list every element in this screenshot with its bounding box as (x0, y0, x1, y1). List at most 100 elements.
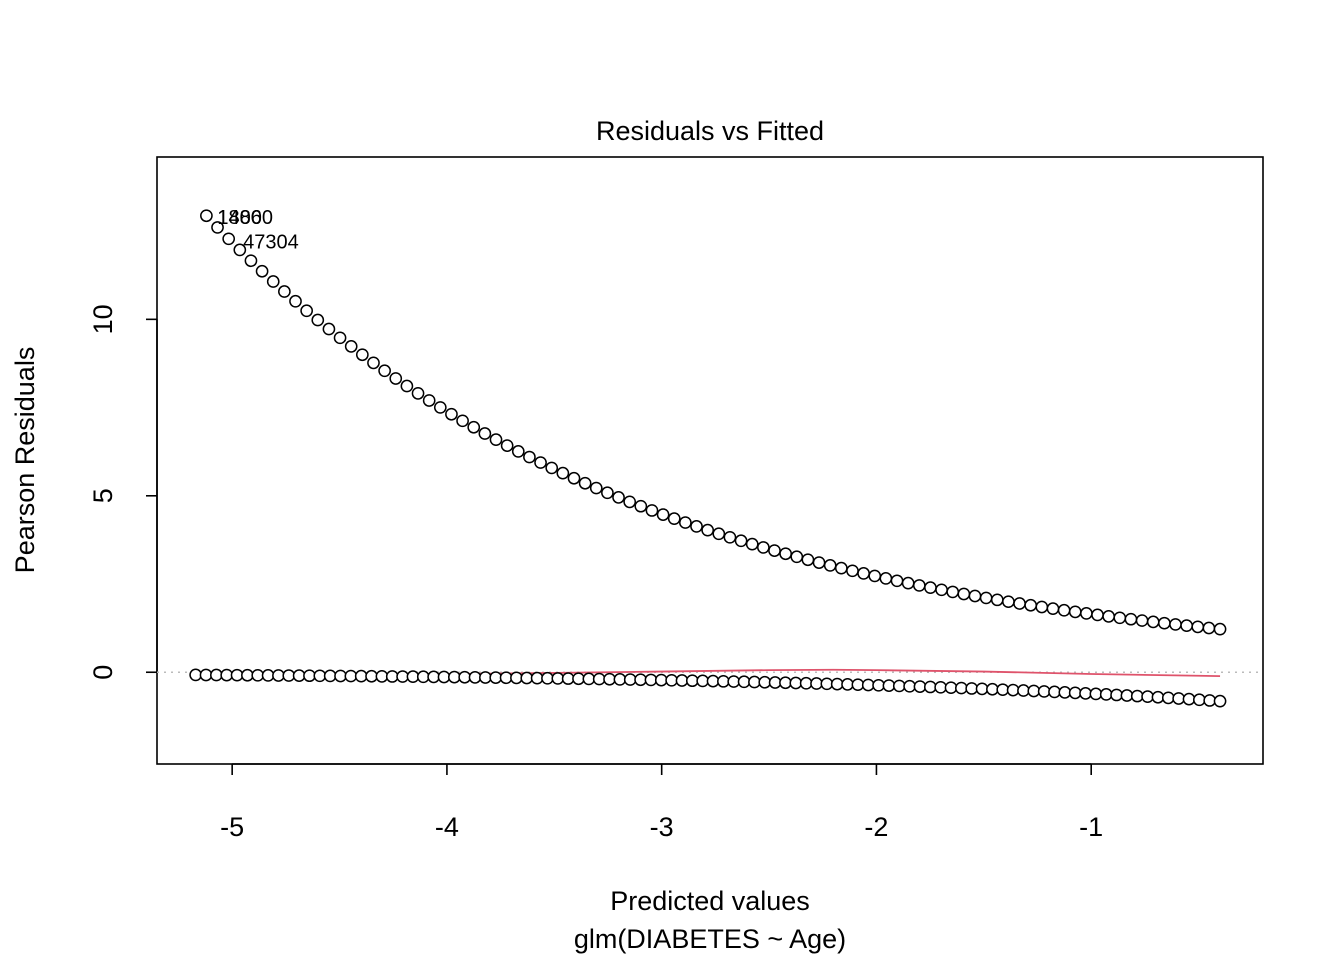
data-point (545, 461, 559, 475)
data-point (890, 574, 904, 588)
data-point (1193, 693, 1206, 707)
data-point (1006, 683, 1020, 697)
data-point (266, 275, 280, 288)
data-point (758, 675, 772, 689)
data-point (812, 556, 826, 569)
data-point (748, 675, 761, 689)
data-point (706, 674, 720, 688)
data-point (400, 379, 414, 393)
y-tick-label: 5 (88, 488, 118, 503)
data-point (445, 407, 458, 421)
data-point (355, 348, 369, 362)
data-point (685, 674, 699, 688)
data-point (789, 676, 803, 690)
data-point (613, 673, 627, 686)
data-point (779, 676, 792, 690)
data-point (233, 243, 247, 257)
data-point (389, 372, 403, 385)
data-point (313, 669, 327, 683)
data-point (468, 670, 482, 684)
data-point (679, 516, 692, 529)
data-point (322, 322, 336, 336)
data-point (823, 559, 837, 572)
data-point (934, 680, 948, 694)
data-point (458, 670, 472, 684)
data-point (601, 486, 614, 500)
data-point (701, 523, 715, 537)
data-point (737, 675, 751, 689)
data-point (603, 672, 616, 686)
data-point (199, 668, 213, 682)
data-point (1046, 602, 1060, 615)
data-point (572, 672, 585, 686)
data-point (756, 541, 770, 554)
data-point (1068, 605, 1082, 619)
data-point (1161, 691, 1175, 705)
data-point (1124, 612, 1138, 626)
data-point (1158, 616, 1171, 630)
data-point (913, 680, 927, 693)
data-point (851, 678, 865, 692)
data-point (200, 209, 213, 223)
data-point (820, 677, 834, 691)
data-point (935, 583, 948, 597)
data-point (892, 679, 906, 693)
data-point (656, 508, 670, 521)
data-point (530, 671, 544, 685)
x-tick-label: -3 (650, 812, 674, 842)
data-point (882, 679, 896, 692)
data-point (582, 672, 596, 686)
data-point (690, 520, 703, 533)
data-point (523, 450, 536, 464)
x-axis-label-formula: glm(DIABETES ~ Age) (574, 924, 846, 954)
data-point (924, 581, 937, 594)
data-point (1027, 684, 1041, 698)
data-point (903, 679, 916, 693)
data-point (222, 232, 236, 246)
data-point (282, 669, 296, 682)
data-point (244, 254, 258, 268)
data-point (634, 499, 648, 513)
data-point (986, 682, 999, 696)
data-point (1113, 611, 1127, 625)
data-point (768, 676, 782, 689)
data-point (644, 673, 658, 687)
data-point (396, 670, 409, 683)
data-point (979, 591, 993, 605)
data-point (500, 439, 514, 452)
data-point (541, 671, 554, 685)
chart-title: Residuals vs Fitted (596, 116, 824, 146)
data-point (499, 671, 513, 685)
data-point (241, 668, 254, 682)
data-point (489, 433, 503, 446)
x-axis-label: Predicted values (610, 886, 810, 916)
data-point (990, 593, 1004, 607)
data-point (251, 668, 265, 682)
data-point (416, 670, 430, 684)
data-point (841, 678, 854, 691)
data-point (323, 669, 337, 683)
data-point (623, 495, 637, 509)
data-point (479, 671, 492, 684)
data-point (1089, 687, 1103, 701)
data-point (965, 682, 979, 695)
data-point (745, 537, 759, 551)
data-point (799, 676, 813, 690)
data-point (857, 567, 870, 580)
y-tick-label: 0 (88, 665, 118, 680)
data-point (261, 669, 275, 682)
data-point (551, 672, 565, 685)
data-point (300, 304, 313, 318)
data-point (1002, 595, 1015, 609)
data-point (365, 669, 378, 683)
data-point (667, 512, 681, 525)
data-point (467, 420, 481, 434)
data-point (489, 671, 503, 684)
data-point (696, 674, 710, 688)
data-point (406, 670, 420, 684)
x-tick-label: -4 (435, 812, 459, 842)
data-point (210, 668, 223, 682)
data-point (334, 669, 347, 683)
data-point (779, 547, 792, 561)
data-point (1080, 607, 1093, 620)
